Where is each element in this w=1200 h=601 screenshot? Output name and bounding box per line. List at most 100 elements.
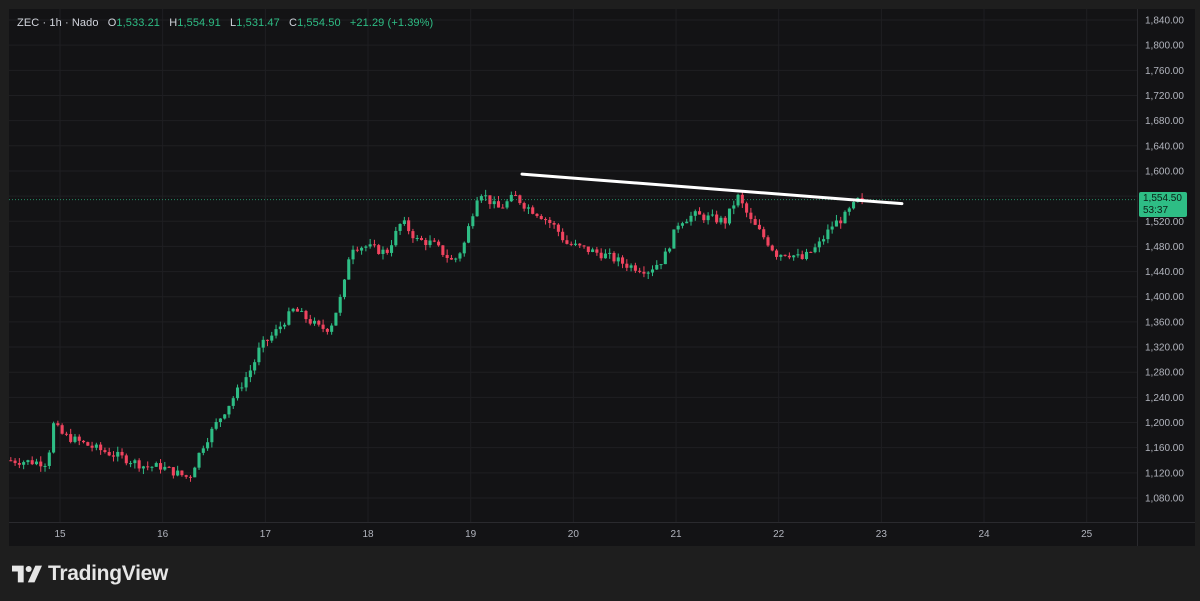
candle-body[interactable] xyxy=(81,440,86,443)
candle-body[interactable] xyxy=(792,255,796,258)
candle-body[interactable] xyxy=(210,428,214,443)
candle-body[interactable] xyxy=(501,207,505,209)
candle-body[interactable] xyxy=(13,460,17,464)
candle-body[interactable] xyxy=(539,216,543,220)
candle-body[interactable] xyxy=(30,460,34,465)
candle-body[interactable] xyxy=(111,455,116,457)
resistance-trendline[interactable] xyxy=(520,172,904,206)
candle-body[interactable] xyxy=(437,241,441,246)
candle-body[interactable] xyxy=(659,264,663,266)
candle-body[interactable] xyxy=(800,254,804,259)
candle-body[interactable] xyxy=(120,451,124,456)
candle-body[interactable] xyxy=(133,460,137,464)
candle-body[interactable] xyxy=(526,207,530,209)
candle-body[interactable] xyxy=(265,339,270,341)
candle-body[interactable] xyxy=(184,475,188,477)
candle-body[interactable] xyxy=(535,213,539,217)
candle-body[interactable] xyxy=(146,466,150,468)
candle-body[interactable] xyxy=(235,387,240,399)
candle-body[interactable] xyxy=(672,229,676,249)
candle-body[interactable] xyxy=(599,252,603,259)
candle-body[interactable] xyxy=(22,462,26,465)
candle-body[interactable] xyxy=(317,320,321,325)
candle-body[interactable] xyxy=(360,247,364,251)
candle-body[interactable] xyxy=(702,214,706,221)
candle-body[interactable] xyxy=(270,335,274,341)
candle-body[interactable] xyxy=(471,216,475,227)
x-tick-label[interactable]: 15 xyxy=(54,529,66,540)
candle-body[interactable] xyxy=(689,215,693,222)
candle-body[interactable] xyxy=(193,467,197,478)
candle-body[interactable] xyxy=(244,377,248,388)
candle-body[interactable] xyxy=(505,201,509,208)
candle-body[interactable] xyxy=(330,325,334,332)
candle-body[interactable] xyxy=(304,310,308,320)
candle-body[interactable] xyxy=(826,229,830,240)
candle-body[interactable] xyxy=(787,255,791,258)
candle-body[interactable] xyxy=(445,254,449,258)
candle-body[interactable] xyxy=(334,312,338,326)
candle-body[interactable] xyxy=(544,219,548,221)
candle-body[interactable] xyxy=(154,463,158,467)
candle-body[interactable] xyxy=(582,245,586,247)
candle-body[interactable] xyxy=(633,265,637,271)
candle-body[interactable] xyxy=(847,208,851,212)
candle-body[interactable] xyxy=(625,263,629,268)
candle-body[interactable] xyxy=(732,205,736,209)
candle-body[interactable] xyxy=(103,450,107,453)
x-tick-label[interactable]: 24 xyxy=(978,529,990,540)
candle-body[interactable] xyxy=(312,320,317,324)
candle-body[interactable] xyxy=(124,455,128,464)
candle-body[interactable] xyxy=(428,240,432,246)
candle-body[interactable] xyxy=(39,461,43,467)
candle-body[interactable] xyxy=(556,224,560,232)
candle-body[interactable] xyxy=(129,463,133,465)
candle-body[interactable] xyxy=(218,418,222,423)
candle-body[interactable] xyxy=(415,237,419,239)
candle-body[interactable] xyxy=(766,237,770,246)
candle-body[interactable] xyxy=(398,224,402,231)
candle-body[interactable] xyxy=(612,252,616,262)
candle-body[interactable] xyxy=(300,310,304,312)
candle-body[interactable] xyxy=(69,434,73,442)
candle-body[interactable] xyxy=(419,237,424,241)
candle-body[interactable] xyxy=(227,405,231,415)
candle-body[interactable] xyxy=(180,470,184,476)
candle-body[interactable] xyxy=(603,253,607,259)
candle-body[interactable] xyxy=(595,249,599,253)
candle-body[interactable] xyxy=(188,476,193,478)
candle-body[interactable] xyxy=(385,249,389,253)
candle-body[interactable] xyxy=(86,442,90,446)
candle-body[interactable] xyxy=(809,251,813,253)
candle-body[interactable] xyxy=(569,243,573,245)
candle-body[interactable] xyxy=(47,452,51,466)
x-tick-label[interactable]: 18 xyxy=(362,529,374,540)
candle-body[interactable] xyxy=(394,230,398,246)
candle-body[interactable] xyxy=(52,423,56,453)
x-tick-label[interactable]: 20 xyxy=(568,529,580,540)
candle-body[interactable] xyxy=(355,249,359,251)
candle-body[interactable] xyxy=(141,466,145,469)
candle-body[interactable] xyxy=(586,246,590,252)
candle-body[interactable] xyxy=(116,451,120,457)
candle-body[interactable] xyxy=(676,225,680,230)
candle-body[interactable] xyxy=(26,460,30,463)
candle-body[interactable] xyxy=(137,460,141,469)
candle-body[interactable] xyxy=(462,242,466,254)
candle-body[interactable] xyxy=(565,240,569,244)
candle-body[interactable] xyxy=(377,245,381,254)
candle-body[interactable] xyxy=(642,271,646,274)
candle-body[interactable] xyxy=(591,249,595,252)
candle-body[interactable] xyxy=(621,257,625,264)
chart-panel[interactable]: 1,080.00 1,120.00 1,160.00 1,200.00 1,240.00… xyxy=(9,9,1195,546)
candle-body[interactable] xyxy=(749,212,753,220)
candle-body[interactable] xyxy=(715,214,719,223)
candle-body[interactable] xyxy=(9,460,13,462)
x-tick-label[interactable]: 23 xyxy=(876,529,888,540)
candle-body[interactable] xyxy=(745,203,749,213)
candle-body[interactable] xyxy=(73,436,77,442)
candle-body[interactable] xyxy=(248,370,252,378)
candle-body[interactable] xyxy=(770,245,774,251)
candle-body[interactable] xyxy=(822,239,826,242)
candle-body[interactable] xyxy=(454,258,458,260)
